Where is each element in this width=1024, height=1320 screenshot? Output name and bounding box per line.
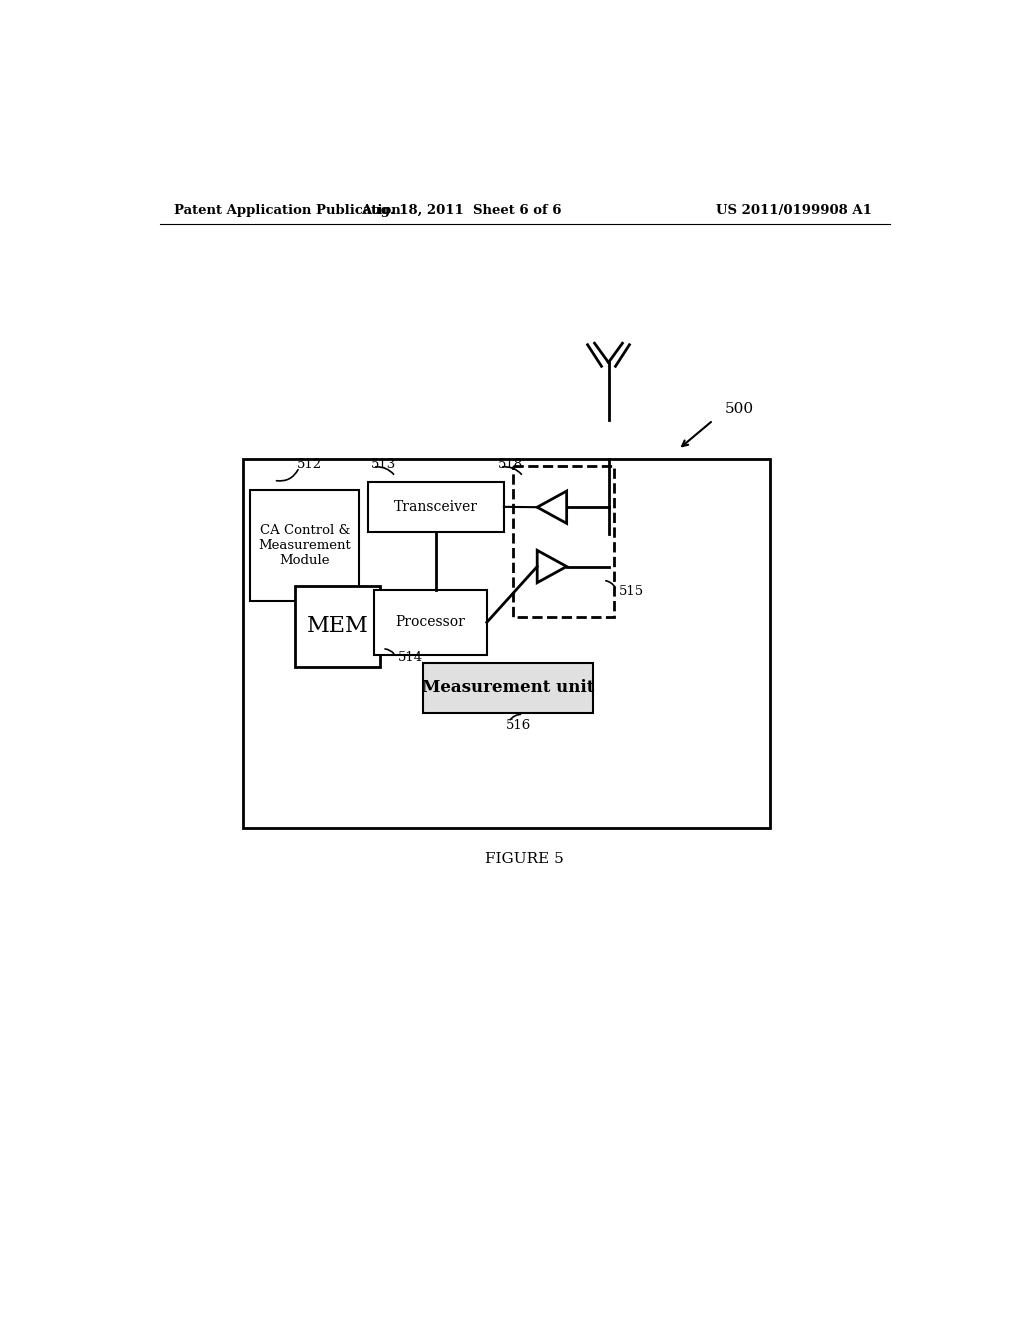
Text: FIGURE 5: FIGURE 5 [485, 853, 564, 866]
Text: 515: 515 [618, 585, 644, 598]
Bar [375, 590, 486, 655]
Text: Transceiver: Transceiver [394, 500, 478, 513]
Text: 500: 500 [725, 401, 754, 416]
Bar [423, 663, 593, 713]
Text: 518: 518 [498, 458, 523, 471]
Text: 513: 513 [371, 458, 396, 471]
Text: Processor: Processor [395, 615, 466, 630]
Text: Patent Application Publication: Patent Application Publication [174, 205, 401, 218]
Text: CA Control &
Measurement
Module: CA Control & Measurement Module [258, 524, 351, 566]
Text: US 2011/0199908 A1: US 2011/0199908 A1 [716, 205, 872, 218]
Bar [513, 466, 614, 616]
Bar [369, 482, 504, 532]
Text: MEM: MEM [306, 615, 368, 638]
Text: 514: 514 [397, 651, 423, 664]
Text: Measurement unit: Measurement unit [422, 680, 594, 696]
Text: 512: 512 [297, 458, 323, 471]
Text: 516: 516 [506, 718, 531, 731]
Bar [251, 490, 359, 601]
Text: Aug. 18, 2011  Sheet 6 of 6: Aug. 18, 2011 Sheet 6 of 6 [361, 205, 561, 218]
Bar [243, 459, 770, 829]
Bar [295, 586, 380, 667]
